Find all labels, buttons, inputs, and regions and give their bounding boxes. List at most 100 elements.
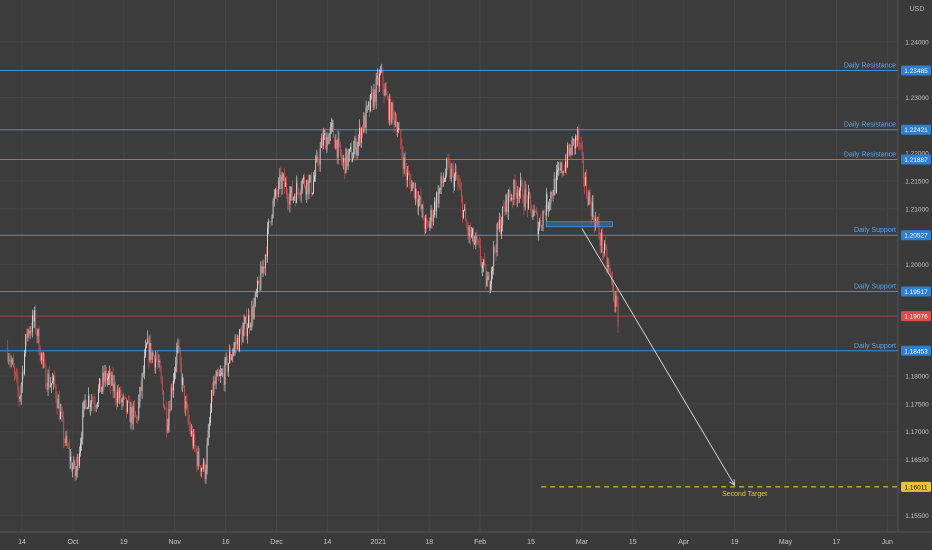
candle-body	[258, 280, 259, 284]
candle-body	[80, 443, 81, 453]
candle-body	[486, 279, 488, 287]
candle-body	[534, 210, 536, 212]
candle-body	[59, 411, 61, 420]
candle-body	[33, 315, 34, 322]
candle-body	[201, 468, 202, 472]
candle-body	[79, 452, 80, 466]
candle-body	[187, 408, 189, 422]
candle-body	[52, 381, 53, 384]
candle-body	[385, 89, 387, 95]
candle-body	[412, 182, 414, 185]
candle-body	[213, 380, 215, 394]
candle-body	[198, 451, 200, 466]
candle-body	[319, 148, 321, 165]
candle-body	[135, 411, 136, 418]
candle-body	[248, 315, 249, 328]
candle-body	[470, 234, 472, 237]
candle-body	[304, 177, 305, 187]
candle-body	[21, 372, 23, 385]
candle-body	[476, 235, 478, 241]
candle-body	[556, 171, 557, 193]
candle-body	[354, 138, 356, 150]
candle-body	[57, 398, 59, 409]
candle-body	[336, 140, 338, 158]
candle-body	[121, 400, 123, 402]
candle-body	[405, 169, 407, 180]
candle-body	[338, 138, 340, 143]
candle-body	[446, 159, 448, 176]
candle-body	[24, 353, 25, 374]
candle-body	[251, 306, 253, 326]
level-tag-value: 1.18453	[904, 348, 928, 355]
candle-body	[151, 352, 153, 361]
candle-body	[423, 219, 425, 229]
candle-body	[180, 364, 182, 386]
candle-body	[413, 182, 415, 198]
candle-body	[16, 374, 18, 377]
candle-body	[105, 370, 107, 381]
candle-body	[615, 295, 617, 307]
candle-body	[40, 353, 42, 361]
candle-body	[382, 70, 384, 88]
candle-body	[492, 266, 494, 271]
candle-body	[381, 70, 383, 72]
candle-body	[224, 359, 226, 385]
candle-body	[509, 190, 510, 198]
candle-body	[523, 203, 525, 208]
candle-body	[160, 371, 162, 380]
candle-body	[594, 217, 595, 228]
candle-body	[522, 183, 524, 204]
candle-body	[366, 106, 368, 108]
candle-body	[579, 143, 581, 145]
candle-body	[484, 260, 486, 265]
candle-body	[566, 161, 567, 167]
candle-body	[23, 372, 24, 374]
y-tick-label: 1.17000	[905, 429, 929, 436]
candle-body	[478, 240, 480, 246]
candle-body	[175, 364, 177, 372]
candle-body	[517, 192, 519, 197]
candle-body	[491, 270, 492, 285]
x-tick-label: 18	[425, 539, 433, 546]
candle-body	[71, 456, 72, 471]
chart-annotations: Second Target	[541, 221, 898, 498]
candle-body	[427, 223, 429, 225]
candle-body	[264, 254, 266, 269]
candle-body	[7, 348, 9, 360]
candle-body	[190, 431, 192, 435]
currency-label: USD	[910, 6, 925, 13]
candle-body	[253, 304, 255, 319]
candle-body	[608, 264, 610, 269]
candle-body	[324, 133, 326, 136]
candle-body	[155, 358, 156, 368]
candle-body	[383, 87, 385, 96]
candle-body	[514, 180, 516, 189]
candle-body	[159, 360, 161, 372]
candle-body	[147, 338, 149, 344]
vertical-gridlines	[21, 0, 888, 532]
candle-body	[62, 413, 64, 418]
candle-body	[255, 292, 257, 294]
candle-body	[604, 243, 606, 254]
candle-body	[149, 343, 151, 361]
candle-body	[327, 136, 329, 144]
candle-body	[10, 361, 12, 363]
x-tick-label: Apr	[678, 539, 690, 546]
candle-body	[342, 160, 343, 162]
candle-body	[560, 162, 562, 171]
candle-body	[358, 127, 360, 139]
candle-body	[45, 365, 47, 389]
candle-body	[445, 175, 446, 180]
candle-body	[231, 356, 233, 360]
candle-body	[411, 184, 413, 192]
candle-body	[292, 197, 294, 201]
candle-body	[267, 228, 268, 257]
candle-body	[330, 123, 332, 128]
candle-body	[127, 401, 128, 412]
candle-body	[500, 219, 501, 234]
candle-body	[360, 127, 361, 143]
candle-body	[110, 373, 112, 386]
candle-body	[128, 401, 130, 403]
